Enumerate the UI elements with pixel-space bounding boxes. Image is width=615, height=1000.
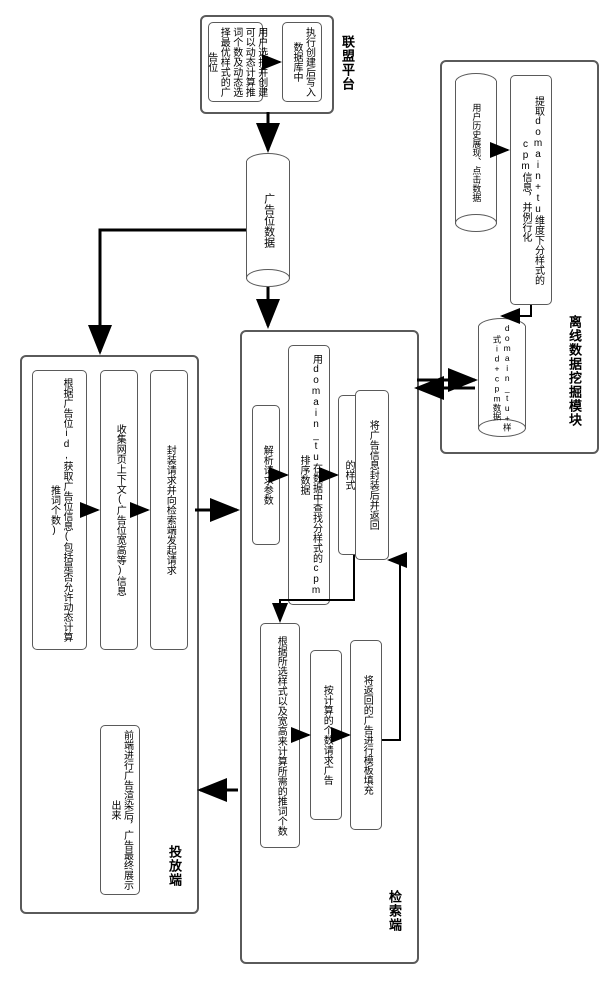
- label-mining: 离线数据挖掘模块: [565, 315, 584, 427]
- box-r5: 按计算的个数请求广告: [310, 650, 342, 820]
- label-retrieval: 检索端: [385, 890, 404, 932]
- cyl-history: 用户历史展现、点击数据: [455, 75, 497, 230]
- cyl-domaincpm-label: domain_tu+样式id+cpm数据: [492, 323, 512, 432]
- box-a1: 用户选择并创建可以动态计算推词个数及动态选择最优样式的广告位: [208, 22, 263, 102]
- label-delivery: 投放端: [165, 845, 184, 887]
- box-r2: 用domain_tu在数据中查找分样式的cpm排序数据: [288, 345, 330, 605]
- box-m1: 提取domain+tu维度下分样式的cpm信息，并例行化: [510, 75, 552, 305]
- box-d4: 前端进行广告渲染后，广告最终展示出来: [100, 725, 140, 895]
- cyl-adslot-label: 广告位数据: [261, 193, 274, 248]
- box-r1: 解析请求参数: [252, 405, 280, 545]
- cyl-history-label: 用户历史展现、点击数据: [471, 103, 482, 202]
- cyl-adslot: 广告位数据: [246, 155, 290, 285]
- cyl-domaincpm: domain_tu+样式id+cpm数据: [478, 320, 526, 435]
- label-alliance: 联盟平台: [338, 35, 357, 91]
- box-d2: 收集网页上下文(广告位宽高等)信息: [100, 370, 138, 650]
- box-d1: 根据广告位id,获取广告位信息(包括是否允许动态计算推词个数): [32, 370, 87, 650]
- box-a2: 执行创建后写入数据库中: [282, 22, 322, 102]
- box-r7: 将广告信息封装后并返回: [355, 390, 389, 560]
- box-d3: 封装请求并向检索端发起请求: [150, 370, 188, 650]
- box-r4: 根据所选样式以及宽高来计算所需的推词个数: [260, 623, 300, 848]
- box-r6: 将返回的广告进行模板填充: [350, 640, 382, 830]
